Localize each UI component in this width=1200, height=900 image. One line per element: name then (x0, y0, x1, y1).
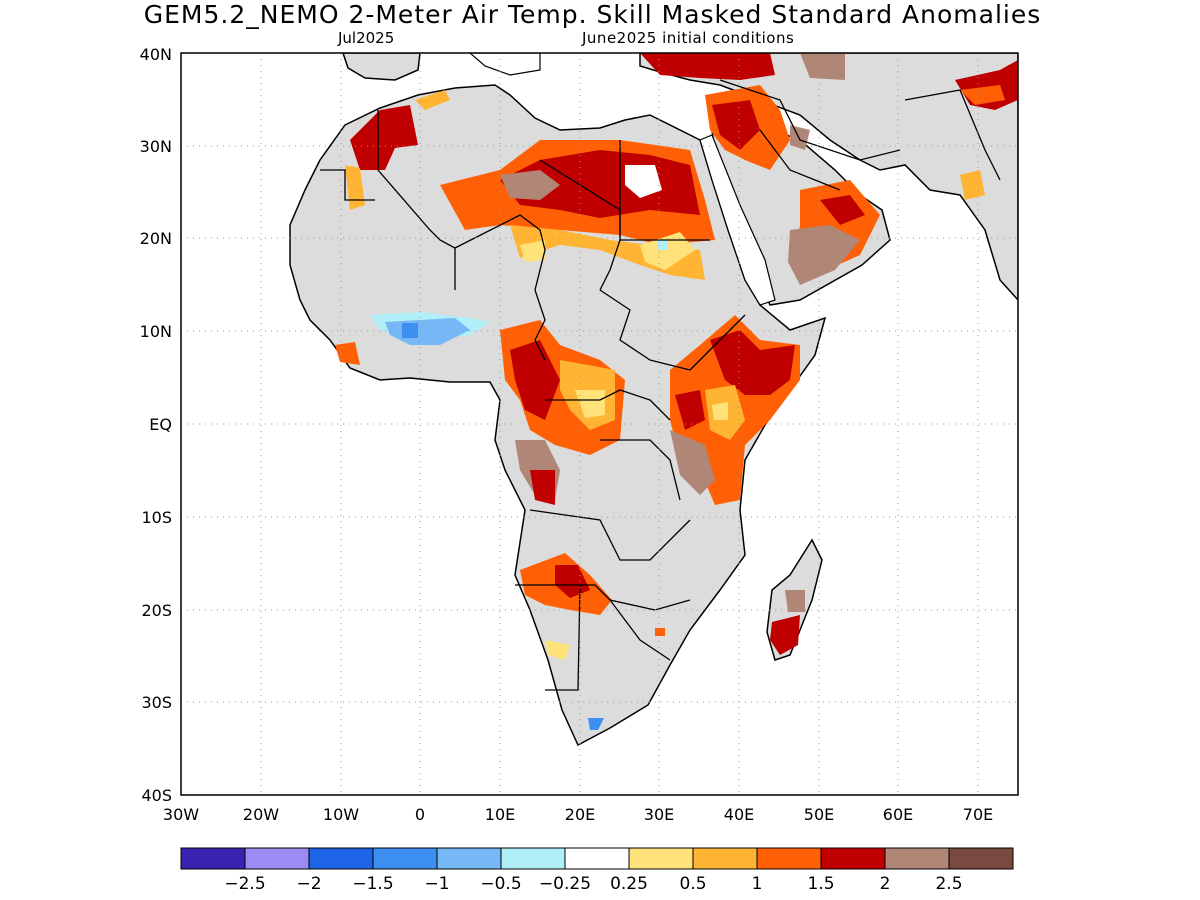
lat-label-30s: 30S (141, 693, 172, 712)
map-title: GEM5.2_NEMO 2-Meter Air Temp. Skill Mask… (143, 0, 1042, 29)
anomaly-patch (712, 402, 728, 420)
colorbar-swatch (372, 847, 438, 870)
colorbar-swatch (628, 847, 694, 870)
colorbar-swatch (564, 847, 630, 870)
colorbar-swatch (180, 847, 246, 870)
anomaly-patch (625, 165, 662, 198)
lat-label-10n: 10N (140, 322, 172, 341)
red-sea (699, 134, 776, 306)
anomaly-patch (530, 470, 555, 505)
lat-label-30n: 30N (140, 137, 172, 156)
lat-label-20n: 20N (140, 229, 172, 248)
map-plot-area (181, 53, 1018, 795)
colorbar: −2.5 −2 −1.5 −1 −0.5 −0.25 0.25 0.5 1 1.5 2 2.5 (180, 847, 1014, 894)
colorbar-swatch (692, 847, 758, 870)
colorbar-label: 0.25 (610, 874, 648, 894)
anomaly-patch (960, 85, 1005, 105)
anomaly-patch (555, 565, 590, 598)
colorbar-label: −2.5 (224, 874, 265, 894)
anomaly-patch (345, 165, 365, 210)
lat-label-eq: EQ (149, 415, 172, 434)
middle-east-landmass (639, 53, 1018, 302)
anomaly-patch (657, 240, 668, 250)
colorbar-label: −2 (296, 874, 321, 894)
valid-month-label: Jul2025 (338, 29, 395, 47)
anomaly-patch (788, 225, 860, 285)
colorbar-swatch (436, 847, 502, 870)
lat-label-10s: 10S (141, 508, 172, 527)
europe-landmass (342, 53, 421, 81)
country-borders (320, 79, 1001, 691)
anomaly-patch (960, 170, 985, 200)
anomaly-patch (640, 232, 695, 270)
lon-label-10w: 10W (323, 805, 359, 824)
longitude-labels: 30W 20W 10W 0 10E 20E 30E 40E 50E 60E 70… (163, 805, 993, 824)
lon-label-50e: 50E (804, 805, 834, 824)
anomaly-patch (640, 53, 775, 80)
anomaly-patch (350, 105, 418, 170)
lat-label-40n: 40N (140, 45, 172, 64)
colorbar-label: −1 (424, 874, 449, 894)
lon-label-20w: 20W (243, 805, 279, 824)
colorbar-label: 0.5 (679, 874, 706, 894)
lat-label-40s: 40S (141, 786, 172, 805)
colorbar-swatch (884, 847, 950, 870)
anomaly-patch (545, 640, 570, 660)
initial-conditions-label: June2025 initial conditions (582, 29, 795, 47)
colorbar-swatch (820, 847, 886, 870)
colorbar-label: 2.5 (935, 874, 962, 894)
lon-label-10e: 10E (485, 805, 515, 824)
anomaly-patch (712, 100, 760, 150)
colorbar-label: 1 (752, 874, 763, 894)
anomaly-patch (675, 390, 705, 430)
anomaly-patch (710, 330, 795, 395)
anomaly-patch (670, 430, 715, 495)
lon-label-30e: 30E (644, 805, 674, 824)
anomaly-patch (500, 170, 560, 200)
anomaly-patch (785, 590, 805, 612)
colorbar-label: −1.5 (352, 874, 393, 894)
colorbar-label: 1.5 (807, 874, 834, 894)
colorbar-swatch (308, 847, 374, 870)
colorbar-swatch (756, 847, 822, 870)
colorbar-label: 2 (880, 874, 891, 894)
map-frame (180, 52, 1019, 796)
lon-label-60e: 60E (883, 805, 913, 824)
anomaly-patch (520, 240, 545, 262)
lon-label-0: 0 (415, 805, 425, 824)
colorbar-swatch (500, 847, 566, 870)
latitude-labels: 40N 30N 20N 10N EQ 10S 20S 30S 40S (140, 45, 172, 805)
lon-label-40e: 40E (724, 805, 754, 824)
colorbar-label: −0.5 (480, 874, 521, 894)
italy-greece-landmass (469, 53, 541, 76)
lon-label-20e: 20E (565, 805, 595, 824)
colorbar-swatch (244, 847, 310, 870)
anomaly-patch (588, 718, 604, 730)
anomaly-patch (575, 390, 605, 418)
graticule (181, 53, 1018, 795)
anomaly-patch (655, 628, 665, 636)
anomaly-patch (800, 53, 845, 80)
colorbar-label: −0.25 (539, 874, 591, 894)
anomaly-patches (335, 53, 1018, 730)
colorbar-swatch (948, 847, 1014, 870)
lon-label-70e: 70E (963, 805, 993, 824)
anomaly-patch (770, 615, 800, 655)
anomaly-patch (820, 195, 865, 225)
anomaly-patch (415, 90, 450, 110)
lon-label-30w: 30W (163, 805, 199, 824)
lat-label-20s: 20S (141, 601, 172, 620)
